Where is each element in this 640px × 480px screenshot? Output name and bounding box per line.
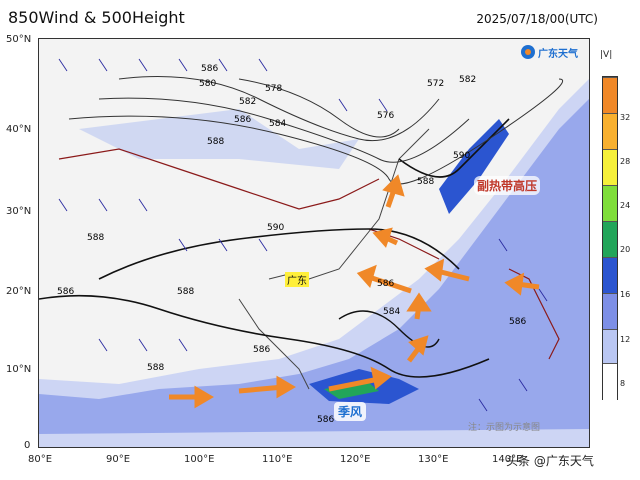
y-tick-label: 10°N — [6, 364, 32, 375]
x-tick-label: 100°E — [184, 454, 215, 465]
contour-label: 586 — [317, 415, 335, 425]
colorbar-seg — [603, 329, 617, 364]
colorbar-seg — [603, 149, 617, 186]
colorbar-unit: |V| — [600, 50, 613, 60]
map-canvas — [39, 58, 589, 447]
weather-map: 584 580 582 586 588 590 578 576 572 586 … — [38, 38, 590, 448]
contour-label: 580 — [199, 79, 217, 89]
contour-590 — [398, 118, 510, 178]
x-tick-label: 90°E — [106, 454, 131, 465]
colorbar-tick: 8 — [620, 379, 626, 388]
contour-label: 582 — [459, 75, 477, 85]
guangdong-label: 广东 — [285, 272, 309, 287]
colorbar-seg — [603, 77, 617, 114]
contour-label: 578 — [265, 84, 283, 94]
brand-logo: 广东天气 — [520, 44, 578, 60]
contour-label: 586 — [57, 287, 75, 297]
contour-label: 586 — [201, 64, 219, 74]
colorbar-tick: 24 — [620, 201, 631, 210]
colorbar-seg — [603, 293, 617, 330]
diagram-note: 注：示图为示意图 — [468, 423, 541, 433]
wind-barbs — [58, 58, 548, 412]
wind-shading-strong — [39, 99, 589, 434]
contour-label: 572 — [427, 79, 445, 89]
contour-label: 586 — [253, 345, 271, 355]
colorbar-seg — [603, 257, 617, 294]
contour-label: 588 — [177, 287, 195, 297]
datetime-label: 2025/07/18/00(UTC) — [476, 12, 598, 26]
contour-580 — [118, 76, 440, 142]
chart-title: 850Wind & 500Height — [8, 8, 185, 27]
x-tick-label: 130°E — [418, 454, 449, 465]
x-tick-label: 120°E — [340, 454, 371, 465]
contour-578 — [238, 78, 400, 138]
contour-label: 590 — [453, 151, 471, 161]
y-tick-label: 0 — [24, 440, 31, 451]
x-tick-label: 80°E — [28, 454, 53, 465]
contour-label: 588 — [87, 233, 105, 243]
subtropical-high-label: 副热带高压 — [474, 176, 541, 195]
colorbar-seg — [603, 113, 617, 150]
y-tick-label: 30°N — [6, 206, 32, 217]
flow-arrows — [169, 174, 540, 409]
wind-shading-core-2 — [439, 119, 509, 214]
contour-label: 588 — [147, 363, 165, 373]
contour-label: 576 — [377, 111, 395, 121]
colorbar-seg — [603, 221, 617, 258]
contour-586-n — [68, 78, 564, 185]
colorbar-tick: 20 — [620, 245, 631, 254]
colorbar-tick: 16 — [620, 290, 631, 299]
colorbar-seg — [603, 363, 617, 400]
colorbar-tick: 12 — [620, 335, 631, 344]
colorbar-tick: 32 — [620, 113, 631, 122]
colorbar — [602, 76, 618, 400]
contour-label: 586 — [234, 115, 252, 125]
x-tick-label: 110°E — [262, 454, 293, 465]
border-red-3 — [508, 268, 560, 360]
contour-label: 582 — [239, 97, 257, 107]
contour-label: 584 — [383, 307, 401, 317]
contour-label: 586 — [377, 279, 395, 289]
coastline-sea — [238, 298, 310, 390]
contour-586 — [39, 294, 490, 378]
contour-label: 590 — [267, 223, 285, 233]
watermark: 头条 @广东天气 — [506, 454, 594, 468]
y-tick-label: 50°N — [6, 34, 32, 45]
weather-logo-icon — [521, 45, 535, 59]
y-tick-label: 40°N — [6, 124, 32, 135]
contour-584 — [338, 310, 440, 348]
contour-label: 588 — [207, 137, 225, 147]
x-tick-label: 140°E — [492, 454, 523, 465]
contour-582 — [98, 97, 470, 163]
y-tick-label: 20°N — [6, 286, 32, 297]
colorbar-seg — [603, 185, 617, 222]
wind-shading-north — [79, 109, 359, 169]
contour-label: 584 — [269, 119, 287, 129]
wind-green — [324, 383, 379, 399]
contour-588 — [98, 228, 460, 280]
monsoon-label: 季风 — [334, 402, 367, 421]
border-red — [58, 148, 380, 210]
contour-label: 586 — [509, 317, 527, 327]
colorbar-tick: 28 — [620, 157, 631, 166]
brand-label: 广东天气 — [538, 48, 578, 60]
contour-label: 588 — [417, 177, 435, 187]
